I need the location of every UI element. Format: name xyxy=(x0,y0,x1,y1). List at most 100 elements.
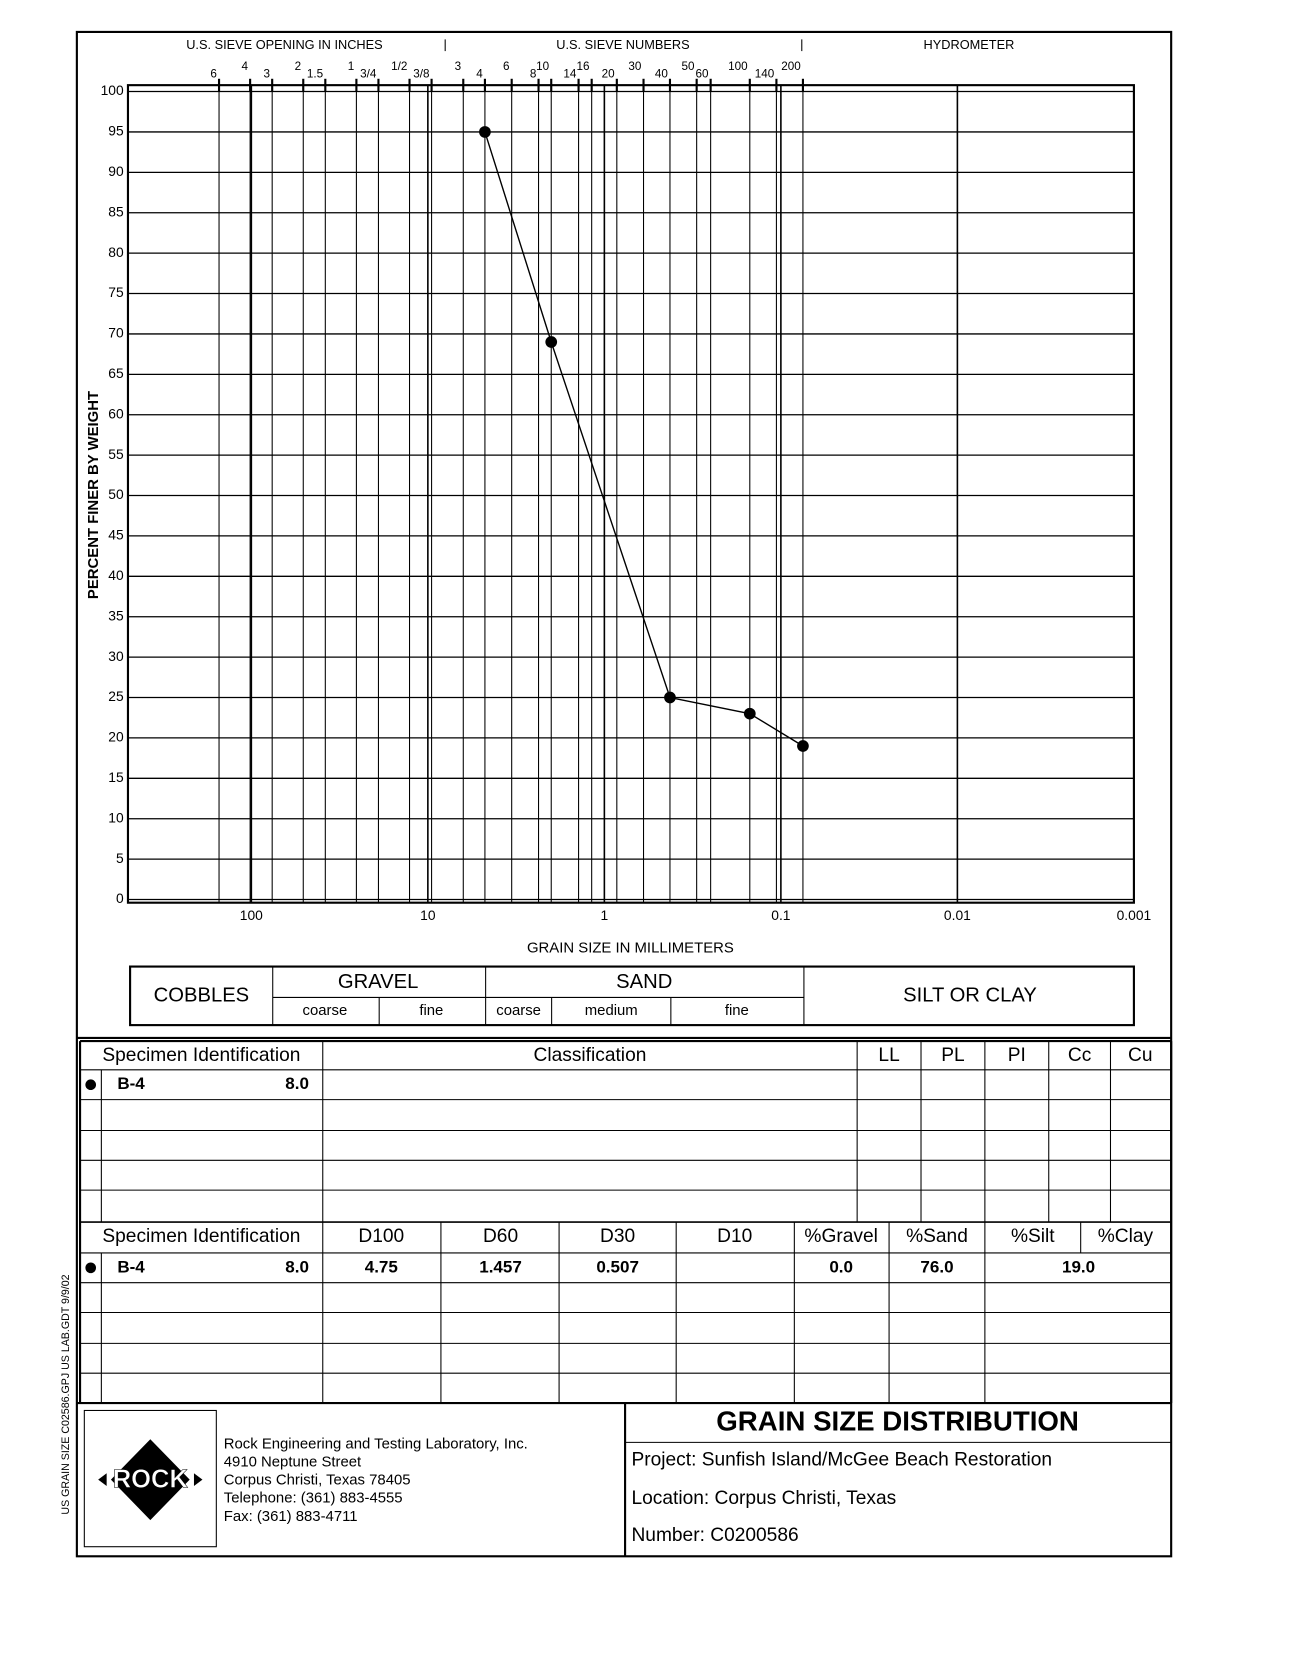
y-tick-label: 10 xyxy=(108,809,124,825)
soil-subclass: fine xyxy=(419,1003,443,1019)
logo-text: ROCK xyxy=(113,1465,189,1493)
y-tick-label: 30 xyxy=(108,648,124,664)
top-tick-label: 6 xyxy=(503,60,510,73)
data-point xyxy=(545,336,558,348)
column-header: D10 xyxy=(717,1226,752,1247)
top-tick-label: 8 xyxy=(530,68,537,81)
column-header: Cu xyxy=(1128,1045,1153,1066)
top-tick-label: 1/2 xyxy=(391,60,407,73)
y-tick-label: 45 xyxy=(108,527,124,543)
column-header: LL xyxy=(878,1045,900,1066)
y-tick-label: 5 xyxy=(116,850,124,866)
data-point xyxy=(479,126,491,138)
soil-subclass: coarse xyxy=(303,1003,348,1019)
logo-arrow xyxy=(98,1473,107,1487)
soil-subclass: fine xyxy=(725,1003,749,1019)
specimen-symbol xyxy=(85,1262,97,1274)
column-header: %Gravel xyxy=(804,1226,877,1247)
column-header: %Silt xyxy=(1011,1226,1055,1247)
top-tick-label: 10 xyxy=(536,60,550,73)
y-tick-label: 55 xyxy=(108,446,124,462)
column-header: Specimen Identification xyxy=(102,1045,300,1066)
top-tick-label: 140 xyxy=(755,68,775,81)
data-point xyxy=(743,707,756,720)
column-header: D60 xyxy=(483,1226,518,1247)
x-tick-label: 10 xyxy=(420,907,436,923)
y-tick-label: 25 xyxy=(108,688,124,704)
top-tick-label: 2 xyxy=(295,60,302,73)
specimen-symbol xyxy=(85,1079,97,1091)
top-tick-label: 60 xyxy=(695,68,709,81)
y-tick-label: 95 xyxy=(108,123,124,139)
data-point xyxy=(797,740,809,752)
top-tick-label: 40 xyxy=(655,68,669,81)
top-tick-label: 4 xyxy=(241,60,248,73)
soil-class: GRAVEL xyxy=(338,971,419,993)
x-tick-label: 0.001 xyxy=(1117,907,1152,923)
soil-subclass: coarse xyxy=(496,1003,541,1019)
y-tick-label: 20 xyxy=(108,729,124,745)
y-tick-label: 35 xyxy=(108,607,124,623)
column-header: %Sand xyxy=(906,1226,968,1247)
y-tick-label: 50 xyxy=(108,486,124,502)
x-tick-label: 0.01 xyxy=(944,907,971,923)
column-header: Classification xyxy=(534,1045,647,1066)
specimen-depth: 8.0 xyxy=(285,1074,309,1093)
top-tick-label: 3 xyxy=(264,68,271,81)
column-header: PI xyxy=(1008,1045,1026,1066)
column-header: PL xyxy=(941,1045,965,1066)
y-tick-label: 15 xyxy=(108,769,124,785)
soil-class: SILT OR CLAY xyxy=(903,985,1037,1007)
page-frame xyxy=(75,30,1173,1558)
column-header: D30 xyxy=(600,1226,635,1247)
column-header: %Clay xyxy=(1098,1226,1154,1247)
y-tick-label: 0 xyxy=(116,890,124,906)
y-tick-label: 40 xyxy=(108,567,124,583)
table-value: 4.75 xyxy=(365,1257,398,1276)
column-header: D100 xyxy=(358,1226,404,1247)
y-tick-label: 60 xyxy=(108,405,124,421)
logo-arrow xyxy=(193,1473,203,1487)
y-tick-label: 75 xyxy=(108,284,124,300)
soil-class: SAND xyxy=(616,971,672,993)
x-tick-label: 1 xyxy=(601,907,609,923)
y-tick-label: 65 xyxy=(108,365,124,381)
plot-frame xyxy=(126,84,1135,904)
table-value: 19.0 xyxy=(1062,1257,1095,1276)
y-tick-label: 70 xyxy=(108,325,124,341)
top-tick-label: 6 xyxy=(210,68,217,81)
top-tick-label: 20 xyxy=(602,68,616,81)
top-tick-label: 1.5 xyxy=(307,68,324,81)
x-tick-label: 0.1 xyxy=(771,907,791,923)
top-tick-label: 50 xyxy=(682,60,696,73)
data-point xyxy=(664,691,676,704)
top-tick-label: 3/8 xyxy=(413,68,429,81)
top-tick-label: 4 xyxy=(476,68,483,81)
logo-box xyxy=(83,1409,217,1548)
soil-class: COBBLES xyxy=(154,985,250,1007)
top-tick-label: 100 xyxy=(728,60,748,73)
specimen-id: B-4 xyxy=(117,1074,145,1093)
soil-subclass: medium xyxy=(585,1003,638,1019)
y-tick-label: 85 xyxy=(108,203,124,219)
y-tick-label: 90 xyxy=(108,163,124,179)
y-tick-label: 80 xyxy=(108,244,124,260)
table-value: 0.507 xyxy=(596,1257,639,1276)
column-header: Cc xyxy=(1068,1045,1092,1066)
specimen-id: B-4 xyxy=(117,1257,145,1276)
x-tick-label: 100 xyxy=(240,907,263,923)
table-value: 1.457 xyxy=(479,1257,522,1276)
top-label: U.S. SIEVE OPENING IN INCHES xyxy=(186,37,383,52)
soil-band-lines xyxy=(272,966,805,1026)
column-header: Specimen Identification xyxy=(102,1226,300,1247)
y-axis-label: PERCENT FINER BY WEIGHT xyxy=(86,391,102,599)
company-line: Fax: (361) 883-4711 xyxy=(224,1509,358,1525)
project: Project: Sunfish Island/McGee Beach Rest… xyxy=(631,1450,1052,1471)
top-tick-label: 3 xyxy=(455,60,462,73)
company-line: 4910 Neptune Street xyxy=(224,1455,362,1471)
company-line: Telephone: (361) 883-4555 xyxy=(224,1491,403,1507)
report-number: Number: C0200586 xyxy=(631,1525,798,1546)
soil-band xyxy=(129,965,1135,1027)
table-value: 0.0 xyxy=(829,1257,853,1276)
